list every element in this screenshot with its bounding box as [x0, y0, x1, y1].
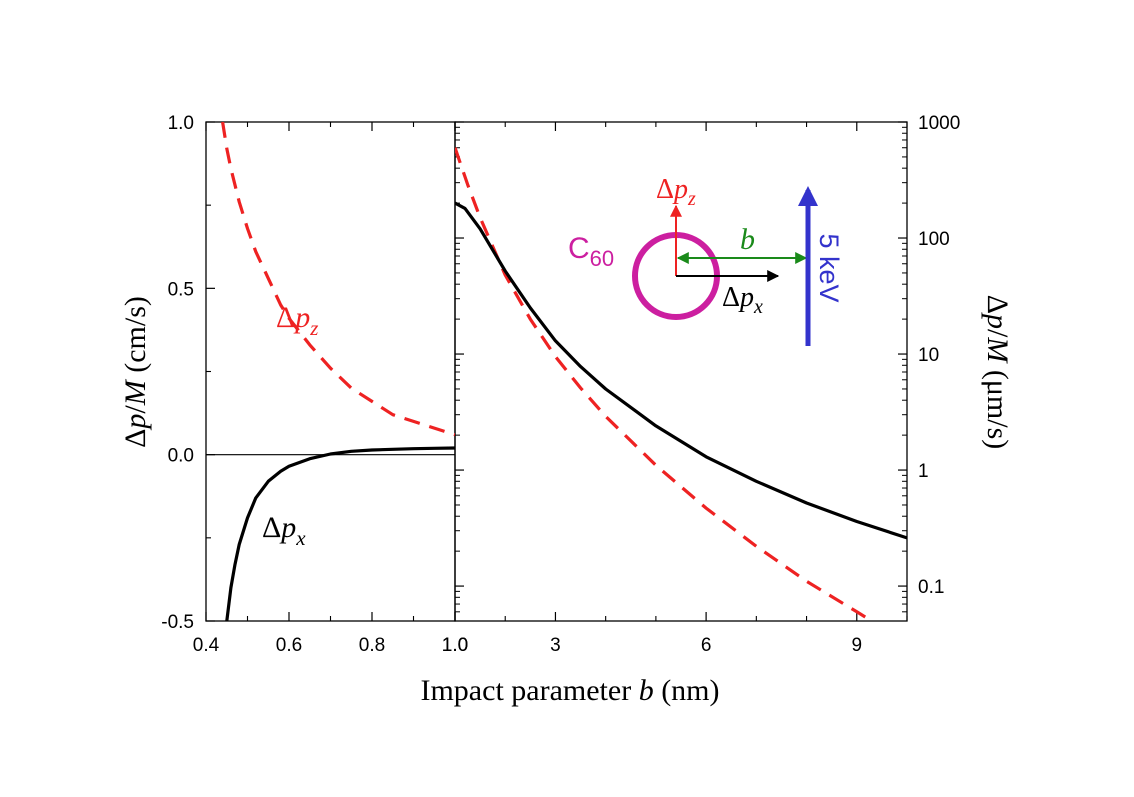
inset-dpz-var: p [672, 174, 688, 205]
dpx-label-var: p [279, 511, 296, 544]
dpx-label-delta: Δ [262, 511, 281, 544]
inset-dpz-label: Δpz [656, 174, 696, 210]
right-dpx-curve [455, 201, 907, 540]
left-y-label-p: p [119, 414, 152, 431]
right-y-label-delta: Δ [981, 295, 1014, 314]
right-y-label-p: p [981, 312, 1014, 329]
x-axis-label-text: Impact parameter [420, 674, 638, 707]
left-y-tick-label: -0.5 [161, 612, 194, 633]
left-x-tick-label: 1.0 [442, 635, 468, 656]
right-x-tick-label: 1.0 [442, 635, 468, 656]
right-panel-series [455, 147, 907, 621]
right-dpz-curve [455, 147, 873, 621]
inset-dpx-label: Δpx [722, 282, 763, 318]
c60-label-main: C [568, 232, 590, 265]
right-y-tick-label: 1000 [918, 113, 960, 134]
right-y-label-M: M [981, 336, 1014, 364]
left-y-tick-label: 0.0 [168, 446, 194, 467]
right-y-label-unit: (μm/s) [981, 362, 1014, 449]
right-x-tick-label: 3 [550, 635, 561, 656]
left-x-tick-label: 0.4 [193, 635, 220, 656]
right-y-label-slash: / [981, 329, 1014, 338]
left-panel-series [221, 122, 455, 621]
right-x-tick-label: 6 [701, 635, 712, 656]
inset-dpz-delta: Δ [656, 174, 674, 205]
dpz-label-var: p [293, 301, 310, 334]
inset-dpz-sub: z [687, 188, 696, 210]
dpz-label-sub: z [309, 316, 318, 340]
dpz-label-delta: Δ [276, 301, 295, 334]
inset-dpx-var: p [738, 282, 754, 313]
left-panel-ticks: 0.4 0.6 0.8 1.0 -0.5 0.0 0.5 1.0 [161, 113, 468, 656]
dpz-series-label: Δpz [276, 301, 318, 340]
impact-parameter-label: b [740, 223, 755, 256]
left-panel-frame [205, 121, 456, 622]
left-x-tick-label: 0.8 [359, 635, 385, 656]
inset-dpx-sub: x [753, 296, 763, 318]
right-y-tick-label: 0.1 [918, 577, 944, 598]
left-y-label-M: M [119, 378, 152, 406]
left-dpz-curve [221, 122, 455, 437]
x-axis-label-var: b [639, 674, 654, 707]
left-y-label-delta: Δ [119, 429, 152, 448]
left-y-tick-label: 0.5 [168, 279, 194, 300]
ion-beam-energy-label: 5 keV [814, 233, 844, 302]
left-y-axis-label: Δp/M (cm/s) [119, 296, 152, 448]
inset-schematic: C60 Δpz Δpx b 5 keV [568, 174, 844, 346]
left-dpx-curve [225, 446, 455, 621]
x-axis-label-unit: (nm) [654, 674, 720, 707]
right-y-tick-label: 100 [918, 229, 950, 250]
dpx-label-sub: x [295, 526, 306, 550]
left-x-tick-label: 0.6 [276, 635, 302, 656]
right-panel-ticks: 1.0 3 6 9 0.1 1 10 100 1000 [442, 113, 960, 656]
right-y-axis-label: Δp/M (μm/s) [981, 295, 1014, 450]
dpx-series-label: Δpx [262, 511, 306, 550]
c60-label: C60 [568, 232, 614, 271]
c60-label-sub: 60 [590, 246, 614, 271]
x-axis-label: Impact parameter b (nm) [420, 674, 719, 707]
left-y-label-slash: / [119, 405, 152, 414]
left-y-label-unit: (cm/s) [119, 296, 152, 380]
right-panel-frame [454, 121, 908, 622]
right-y-tick-label: 10 [918, 345, 939, 366]
left-y-tick-label: 1.0 [168, 113, 194, 134]
right-x-tick-label: 9 [851, 635, 862, 656]
right-y-tick-label: 1 [918, 461, 929, 482]
inset-dpx-delta: Δ [722, 282, 740, 313]
